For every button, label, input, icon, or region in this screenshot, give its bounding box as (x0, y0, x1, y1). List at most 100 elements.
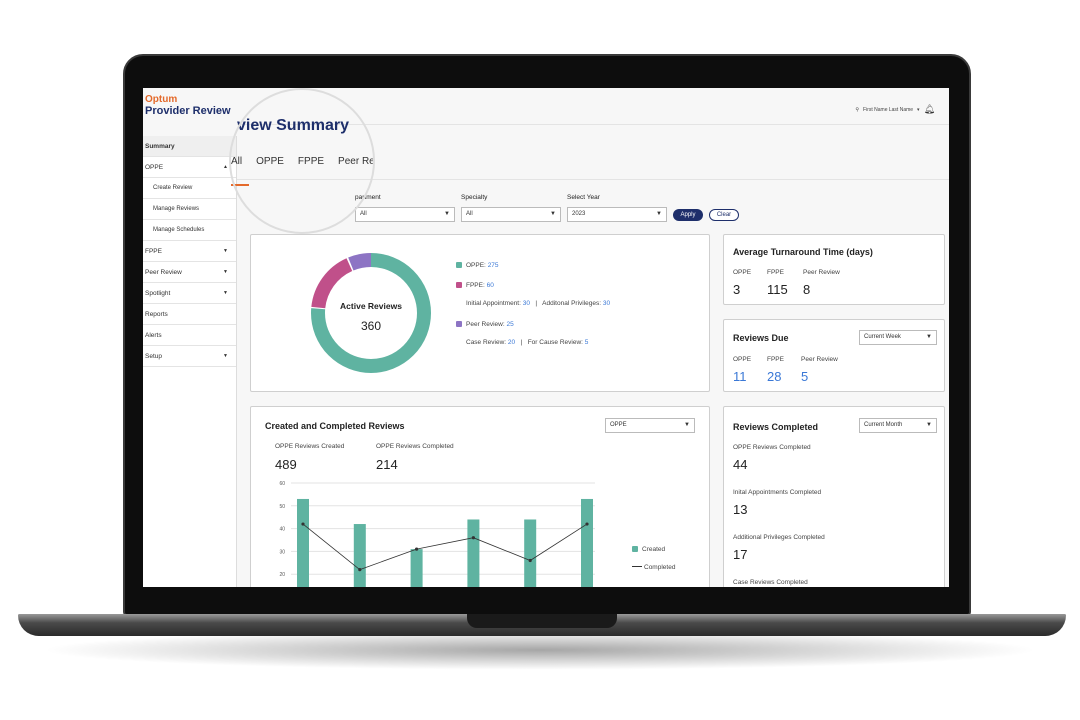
additional-privileges-value[interactable]: 30 (602, 300, 611, 307)
sidebar-item-spotlight[interactable]: Spotlight ▼ (143, 283, 236, 304)
sidebar-item-oppe[interactable]: OPPE ▲ (143, 157, 236, 178)
bar-created[interactable] (410, 549, 423, 587)
sidebar-item-manage-schedules[interactable]: Manage Schedules (143, 220, 236, 241)
apply-button[interactable]: Apply (673, 209, 703, 221)
completed-value: 214 (376, 457, 398, 472)
due-peer-value[interactable]: 5 (801, 369, 809, 384)
sidebar-item-fppe[interactable]: FPPE ▼ (143, 241, 236, 262)
sidebar-item-setup[interactable]: Setup ▼ (143, 346, 236, 367)
completed-label: OPPE Reviews Completed (376, 443, 454, 450)
y-tick-label: 20 (279, 572, 285, 578)
for-cause-review-value[interactable]: 5 (584, 339, 589, 346)
initial-appointment-value[interactable]: 30 (522, 300, 530, 307)
sidebar-item-reports[interactable]: Reports (143, 304, 236, 325)
bar-created[interactable] (524, 519, 537, 587)
completed-oppe-label: OPPE Reviews Completed (733, 444, 811, 451)
tab-oppe[interactable]: OPPE (256, 156, 284, 167)
sidebar-item-label: Setup (145, 352, 162, 360)
y-tick-label: 50 (279, 504, 285, 510)
chevron-down-icon: ▼ (550, 211, 556, 217)
bar-created[interactable] (581, 498, 593, 587)
point-completed[interactable] (301, 522, 305, 526)
fppe-breakdown: Initial Appointment: 30 | Additonal Priv… (466, 300, 611, 307)
review-type-select[interactable]: OPPE ▼ (605, 418, 695, 433)
legend-created: Created (632, 546, 665, 553)
bell-icon[interactable]: 🔔︎ (923, 104, 935, 114)
user-menu[interactable]: ⚲ First Name Last Name ▾ 🔔︎ (855, 104, 935, 115)
bar-created[interactable] (353, 524, 366, 587)
bar-created[interactable] (297, 498, 309, 587)
point-completed[interactable] (528, 558, 532, 563)
legend-fppe-value[interactable]: 60 (486, 282, 494, 289)
tab-fppe[interactable]: FPPE (297, 156, 325, 167)
due-fppe-value[interactable]: 28 (767, 369, 782, 384)
department-select[interactable]: All ▼ (355, 207, 455, 222)
legend-oppe-value[interactable]: 275 (487, 262, 499, 269)
sidebar-item-manage-reviews[interactable]: Manage Reviews (143, 199, 236, 220)
sidebar-item-label: FPPE (145, 247, 162, 255)
sidebar-item-create-review[interactable]: Create Review (143, 178, 236, 199)
reviews-completed-title: Reviews Completed (733, 422, 819, 432)
due-peer-label: Peer Review (801, 356, 838, 363)
year-label: Select Year (567, 194, 600, 201)
turnaround-title: Average Turnaround Time (days) (733, 247, 873, 257)
turnaround-fppe-label: FPPE (767, 269, 784, 276)
legend-created-swatch (632, 546, 638, 552)
case-review-label: Case Review: (466, 339, 507, 346)
y-tick-label: 30 (279, 549, 285, 555)
tab-active-indicator (231, 184, 249, 186)
chevron-down-icon: ▼ (926, 422, 932, 428)
y-tick-label: 60 (279, 481, 285, 487)
brand-product: Provider Review (145, 105, 231, 117)
point-completed[interactable] (585, 522, 589, 526)
bar-created[interactable] (467, 519, 480, 587)
donut-total: 360 (360, 319, 382, 333)
reviews-completed-period-select[interactable]: Current Month ▼ (859, 418, 937, 433)
header-divider (237, 124, 949, 125)
tab-all[interactable]: All (231, 156, 243, 167)
case-review-value[interactable]: 20 (507, 339, 516, 346)
donut-peer-slice (311, 253, 431, 373)
chevron-down-icon: ▼ (656, 211, 662, 217)
brand-optum: Optum (145, 94, 178, 105)
legend-fppe-label: FPPE: (466, 282, 485, 289)
specialty-label: Specialty (461, 194, 488, 201)
sidebar-item-peer-review[interactable]: Peer Review ▼ (143, 262, 236, 283)
y-tick-label: 40 (279, 527, 285, 533)
legend-peer-value[interactable]: 25 (506, 321, 514, 328)
sidebar-item-label: OPPE (145, 163, 164, 171)
completed-additional-value: 17 (733, 547, 748, 562)
legend-completed-line (632, 566, 642, 567)
turnaround-fppe-value: 115 (767, 282, 788, 297)
initial-appointment-label: Initial Appointment: (466, 300, 521, 307)
specialty-select[interactable]: All ▼ (461, 207, 561, 222)
year-select-value: 2023 (572, 211, 586, 217)
created-value: 489 (275, 457, 297, 472)
legend-completed: Completed (632, 564, 675, 571)
year-select[interactable]: 2023 ▼ (567, 207, 667, 222)
turnaround-oppe-value: 3 (733, 282, 741, 297)
legend-peer: Peer Review: 25 (456, 321, 514, 328)
chevron-down-icon: ▼ (926, 334, 932, 340)
tab-peer-re[interactable]: Peer Re (338, 156, 375, 167)
clear-button[interactable]: Clear (709, 209, 739, 221)
created-completed-card: Created and Completed Reviews OPPE ▼ OPP… (250, 406, 710, 587)
brand-logo[interactable]: Optum Provider Review (145, 94, 231, 117)
peer-breakdown: Case Review: 20 | For Cause Review: 5 (466, 339, 589, 346)
sidebar-item-alerts[interactable]: Alerts (143, 325, 236, 346)
sidebar: Summary OPPE ▲ Create Review Manage Reviews M… (143, 136, 237, 587)
sidebar-item-label: Alerts (145, 331, 162, 339)
reviews-due-period-select[interactable]: Current Week ▼ (859, 330, 937, 345)
reviews-due-title: Reviews Due (733, 333, 789, 343)
department-label: partment (355, 194, 381, 201)
point-completed[interactable] (415, 547, 419, 551)
chevron-down-icon: ▼ (223, 248, 228, 254)
due-oppe-label: OPPE (733, 356, 752, 363)
due-fppe-label: FPPE (767, 356, 784, 363)
tab-bar: All OPPE FPPE Peer Re (231, 156, 375, 167)
point-completed[interactable] (358, 568, 362, 572)
point-completed[interactable] (471, 536, 475, 540)
due-oppe-value[interactable]: 11 (733, 369, 747, 384)
sidebar-item-summary[interactable]: Summary (143, 136, 236, 157)
donut-title: Active Reviews (340, 301, 402, 311)
